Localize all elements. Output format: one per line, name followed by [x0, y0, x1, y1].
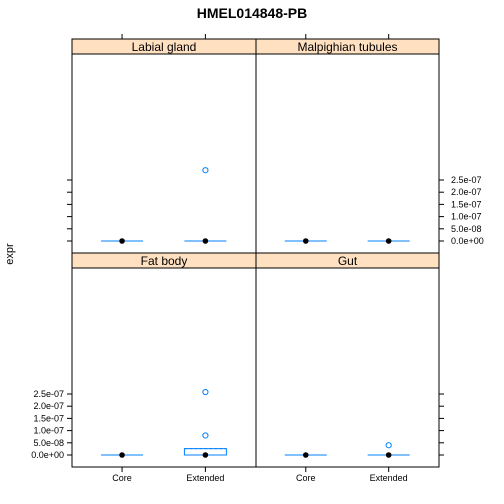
x-tick-label: Core: [296, 473, 316, 483]
median-dot: [385, 238, 392, 244]
chart-title: HMEL014848-PB: [197, 5, 308, 21]
strip-label: Gut: [338, 254, 358, 268]
box-extended: [367, 442, 410, 458]
median-dot: [385, 452, 392, 458]
median-dot: [302, 452, 309, 458]
y-axis-label: expr: [4, 243, 16, 265]
box-extended: [184, 167, 227, 244]
panel-gut: Gut: [255, 252, 440, 468]
y-tick-label-left: 2.5e-07: [33, 389, 64, 399]
y-tick-label-right: 2.0e-07: [451, 187, 482, 197]
y-tick-label-left: 2.0e-07: [33, 401, 64, 411]
y-tick-label-left: 1.0e-07: [33, 426, 64, 436]
panel-fat-body: Fat body: [71, 252, 257, 468]
box-extended: [183, 388, 227, 458]
panel-frame: [255, 53, 440, 254]
panel-labial-gland: Labial gland: [71, 38, 257, 254]
box-core: [284, 238, 327, 244]
outlier-point: [202, 432, 209, 439]
y-tick-label-left: 1.5e-07: [33, 413, 64, 423]
panel-frame: [255, 267, 440, 468]
y-tick-label-right: 1.0e-07: [451, 212, 482, 222]
outlier-point: [202, 167, 209, 174]
box-extended: [367, 238, 410, 244]
median-dot: [119, 452, 125, 458]
strip-label: Fat body: [141, 254, 188, 268]
strip-label: Labial gland: [132, 40, 197, 54]
panels: Labial gland Malpighian tubules Fat body Gu…: [31, 34, 484, 483]
y-tick-label-right: 5.0e-08: [451, 224, 482, 234]
median-dot: [302, 238, 309, 244]
median-dot: [202, 452, 209, 458]
y-tick-label-right: 2.5e-07: [451, 175, 482, 185]
y-tick-label-right: 0.0e+00: [451, 236, 484, 246]
x-tick-label: Core: [112, 473, 132, 483]
x-tick-label: Extended: [370, 473, 408, 483]
y-tick-label-right: 1.5e-07: [451, 199, 482, 209]
outlier-point: [385, 442, 392, 449]
y-tick-label-left: 5.0e-08: [33, 438, 64, 448]
box-core: [284, 452, 327, 458]
panel-malpighian-tubules: Malpighian tubules: [255, 38, 440, 254]
y-tick-label-left: 0.0e+00: [31, 450, 64, 460]
median-dot: [202, 238, 209, 244]
box-core: [101, 238, 144, 244]
strip-label: Malpighian tubules: [297, 40, 397, 54]
panel-frame: [71, 267, 257, 468]
panel-frame: [71, 53, 257, 254]
x-tick-label: Extended: [186, 473, 224, 483]
box-core: [101, 452, 144, 458]
median-dot: [119, 238, 125, 244]
outlier-point: [202, 388, 209, 396]
